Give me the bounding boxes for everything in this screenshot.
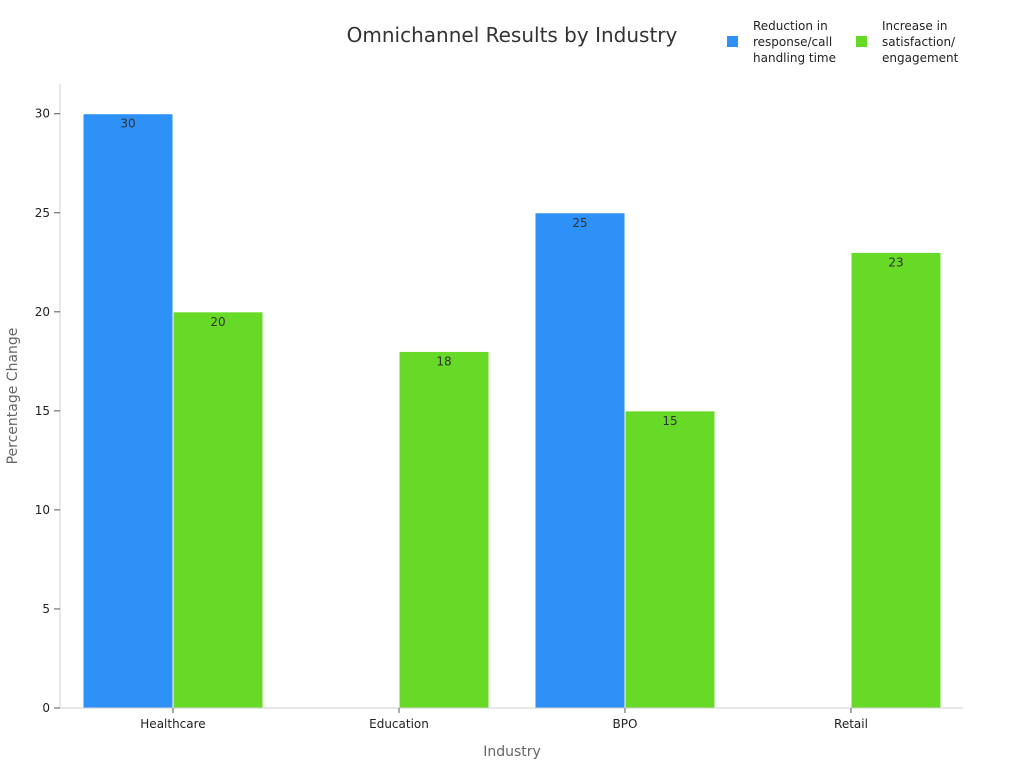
legend-swatch: [856, 36, 867, 47]
x-tick-label: Education: [369, 717, 429, 731]
x-tick-label: BPO: [613, 717, 638, 731]
legend-label-line: Increase in: [882, 19, 948, 33]
x-tick-label: Healthcare: [140, 717, 205, 731]
y-tick-label: 25: [35, 206, 50, 220]
data-label: 30: [120, 117, 135, 131]
legend-swatch: [727, 36, 738, 47]
data-labels-group: 30 25 20 18 15 23: [120, 117, 903, 428]
bar-increase-bpo: [624, 410, 716, 709]
legend-label: Increase in satisfaction/engagement: [882, 19, 959, 65]
chart-title: Omnichannel Results by Industry: [347, 23, 678, 47]
legend-label-line: satisfaction/: [882, 35, 956, 49]
legend-label-line: engagement: [882, 51, 959, 65]
y-tick-label: 20: [35, 305, 50, 319]
legend-label-line: Reduction in: [753, 19, 828, 33]
x-axis-label: Industry: [483, 744, 541, 760]
data-label: 15: [662, 414, 677, 428]
data-label: 20: [210, 315, 225, 329]
y-tick-label: 10: [35, 503, 50, 517]
bar-increase-healthcare: [172, 311, 264, 709]
y-axis-ticks: 0 5 10 15 20 25 30: [35, 107, 60, 715]
y-tick-label: 0: [42, 701, 50, 715]
legend-label-line: response/call: [753, 35, 832, 49]
y-axis-label: Percentage Change: [5, 328, 21, 465]
bar-increase-education: [398, 350, 490, 709]
bar-increase-retail: [850, 251, 942, 709]
y-tick-label: 5: [42, 602, 50, 616]
legend: Reduction in response/call handling time In…: [727, 19, 959, 65]
y-tick-label: 15: [35, 404, 50, 418]
bar-reduction-bpo: [534, 212, 626, 709]
bar-reduction-healthcare: [82, 113, 174, 709]
legend-label-line: handling time: [753, 51, 836, 65]
data-label: 18: [436, 354, 451, 368]
legend-label: Reduction in response/call handling time: [753, 19, 836, 65]
data-label: 25: [572, 216, 587, 230]
y-tick-label: 30: [35, 107, 50, 121]
x-axis-ticks: Healthcare Education BPO Retail: [140, 708, 868, 731]
bars-group: [82, 113, 942, 709]
data-label: 23: [888, 255, 903, 269]
x-tick-label: Retail: [834, 717, 868, 731]
